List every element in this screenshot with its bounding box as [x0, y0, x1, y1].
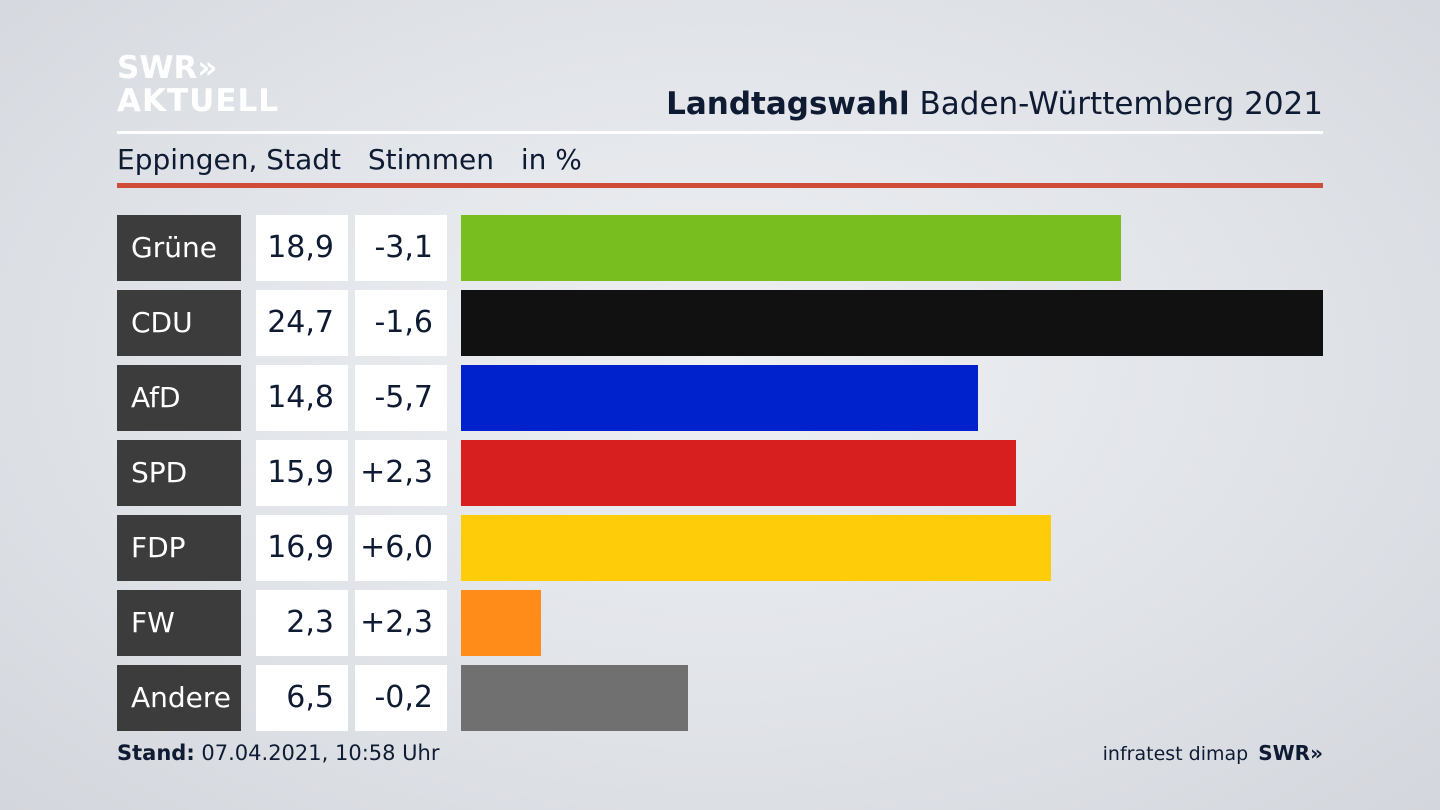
vote-share-label: 14,8 [256, 365, 348, 431]
swr-aktuell-logo: SWR» AKTUELL [117, 52, 279, 118]
vote-share-label: 18,9 [256, 215, 348, 281]
source-credit: infratest dimap SWR» [1103, 741, 1323, 765]
stand-label: Stand: [117, 741, 195, 765]
party-label: Andere [117, 665, 241, 731]
title-rest: Baden-Württemberg 2021 [909, 86, 1324, 122]
timestamp: Stand: 07.04.2021, 10:58 Uhr [117, 741, 440, 765]
change-label: +2,3 [355, 590, 447, 656]
vote-share-label: 24,7 [256, 290, 348, 356]
bar [461, 515, 1051, 581]
party-label: Grüne [117, 215, 241, 281]
accent-divider [117, 183, 1323, 188]
chart-subheader: Eppingen, Stadt Stimmen in % [117, 143, 600, 176]
chart-row: CDU 24,7 -1,6 [117, 290, 1323, 356]
measure-label: Stimmen [367, 143, 494, 176]
logo-line1: SWR» [117, 50, 218, 86]
bar [461, 590, 541, 656]
page-title: Landtagswahl Baden-Württemberg 2021 [666, 86, 1323, 122]
party-label: CDU [117, 290, 241, 356]
location-label: Eppingen, Stadt [117, 143, 341, 176]
vote-share-label: 6,5 [256, 665, 348, 731]
stand-value: 07.04.2021, 10:58 Uhr [194, 741, 440, 765]
chart-row: AfD 14,8 -5,7 [117, 365, 1323, 431]
bar [461, 215, 1121, 281]
party-label: SPD [117, 440, 241, 506]
unit-label: in % [520, 143, 582, 176]
change-label: -5,7 [355, 365, 447, 431]
bar [461, 665, 688, 731]
party-label: FW [117, 590, 241, 656]
change-label: -3,1 [355, 215, 447, 281]
source-label: infratest dimap [1102, 743, 1249, 765]
party-label: AfD [117, 365, 241, 431]
party-label: FDP [117, 515, 241, 581]
change-label: +2,3 [355, 440, 447, 506]
change-label: -1,6 [355, 290, 447, 356]
bar [461, 365, 978, 431]
chart-row: Andere 6,5 -0,2 [117, 665, 1323, 731]
title-bold: Landtagswahl [666, 86, 910, 122]
vote-share-label: 15,9 [256, 440, 348, 506]
change-label: +6,0 [355, 515, 447, 581]
bar [461, 290, 1323, 356]
logo-line2: AKTUELL [117, 83, 280, 119]
swr-logo: SWR» [1258, 741, 1323, 765]
bar [461, 440, 1016, 506]
vote-share-label: 16,9 [256, 515, 348, 581]
chart-row: SPD 15,9 +2,3 [117, 440, 1323, 506]
chart-row: FW 2,3 +2,3 [117, 590, 1323, 656]
vote-share-label: 2,3 [256, 590, 348, 656]
chart-row: Grüne 18,9 -3,1 [117, 215, 1323, 281]
change-label: -0,2 [355, 665, 447, 731]
chart-row: FDP 16,9 +6,0 [117, 515, 1323, 581]
header-divider [117, 131, 1323, 134]
